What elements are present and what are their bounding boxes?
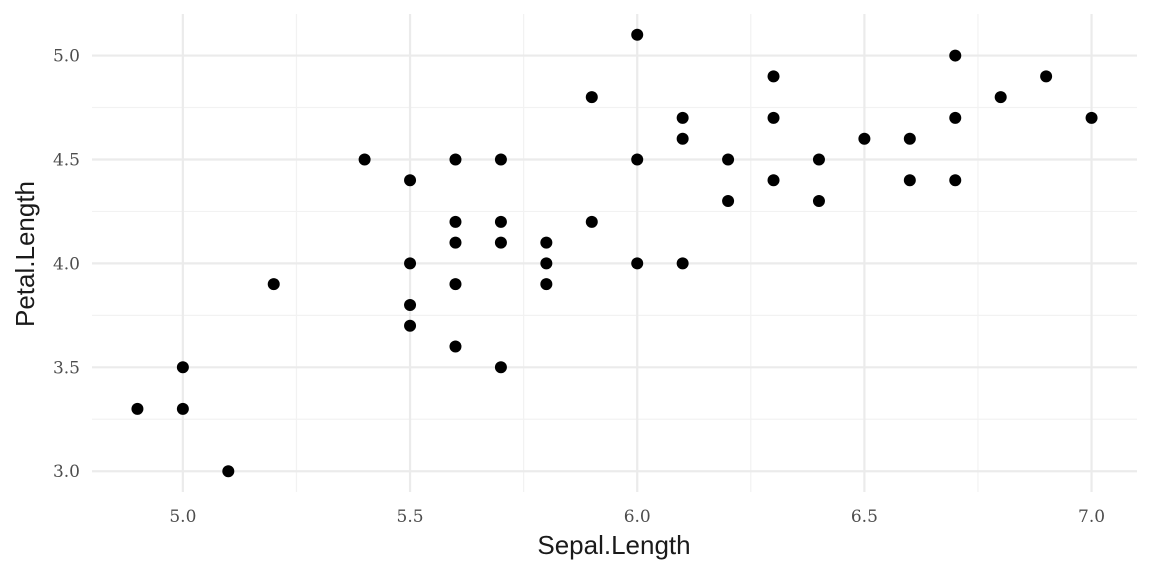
data-point — [449, 278, 462, 291]
data-points — [131, 28, 1098, 478]
data-point — [767, 70, 780, 83]
data-point — [449, 236, 462, 249]
data-point — [540, 278, 553, 291]
data-point — [949, 174, 962, 187]
data-point — [903, 174, 916, 187]
x-tick-label: 5.0 — [169, 507, 196, 527]
grid — [92, 14, 1137, 492]
data-point — [449, 153, 462, 166]
x-tick-label: 7.0 — [1078, 507, 1105, 527]
data-point — [949, 49, 962, 62]
data-point — [494, 361, 507, 374]
data-point — [222, 465, 235, 478]
data-point — [176, 402, 189, 415]
data-point — [494, 153, 507, 166]
data-point — [812, 153, 825, 166]
data-point — [540, 236, 553, 249]
data-point — [994, 91, 1007, 104]
data-point — [449, 340, 462, 353]
y-tick-labels: 3.0 3.5 4.0 4.5 5.0 — [53, 47, 80, 483]
y-tick-label: 5.0 — [53, 47, 80, 67]
x-tick-label: 5.5 — [397, 507, 424, 527]
data-point — [858, 132, 871, 145]
y-tick-label: 4.0 — [53, 254, 80, 274]
data-point — [722, 195, 735, 208]
data-point — [1085, 111, 1098, 124]
data-point — [676, 132, 689, 145]
data-point — [767, 174, 780, 187]
data-point — [585, 215, 598, 228]
data-point — [585, 91, 598, 104]
data-point — [631, 257, 644, 270]
data-point — [404, 257, 417, 270]
x-tick-label: 6.5 — [851, 507, 878, 527]
data-point — [812, 195, 825, 208]
data-point — [631, 153, 644, 166]
data-point — [903, 132, 916, 145]
data-point — [631, 28, 644, 41]
data-point — [676, 111, 689, 124]
data-point — [404, 298, 417, 311]
data-point — [176, 361, 189, 374]
data-point — [131, 402, 144, 415]
data-point — [404, 174, 417, 187]
x-axis-title: Sepal.Length — [537, 530, 690, 560]
data-point — [1040, 70, 1053, 83]
data-point — [449, 215, 462, 228]
data-point — [767, 111, 780, 124]
y-axis-title: Petal.Length — [10, 181, 40, 327]
x-tick-labels: 5.0 5.5 6.0 6.5 7.0 — [169, 507, 1105, 527]
data-point — [267, 278, 280, 291]
data-point — [949, 111, 962, 124]
data-point — [494, 236, 507, 249]
data-point — [676, 257, 689, 270]
data-point — [494, 215, 507, 228]
y-tick-label: 3.0 — [53, 462, 80, 482]
data-point — [540, 257, 553, 270]
data-point — [358, 153, 371, 166]
data-point — [722, 153, 735, 166]
y-tick-label: 4.5 — [53, 150, 80, 170]
y-tick-label: 3.5 — [53, 358, 80, 378]
data-point — [404, 319, 417, 332]
x-tick-label: 6.0 — [624, 507, 651, 527]
